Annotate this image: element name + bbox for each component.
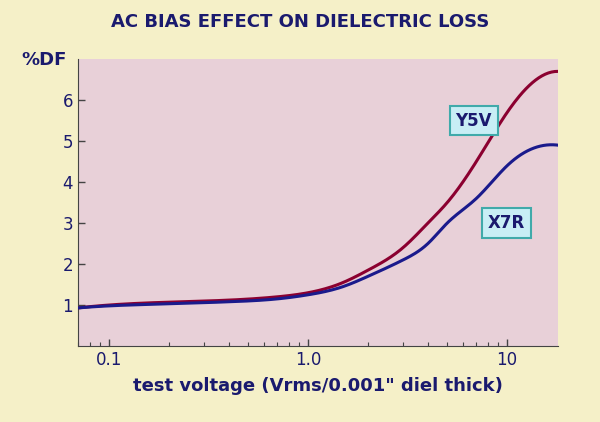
Text: AC BIAS EFFECT ON DIELECTRIC LOSS: AC BIAS EFFECT ON DIELECTRIC LOSS bbox=[111, 13, 489, 31]
X-axis label: test voltage (Vrms/0.001" diel thick): test voltage (Vrms/0.001" diel thick) bbox=[133, 377, 503, 395]
Text: Y5V: Y5V bbox=[455, 111, 492, 130]
Text: X7R: X7R bbox=[488, 214, 525, 232]
Text: %DF: %DF bbox=[21, 51, 67, 69]
